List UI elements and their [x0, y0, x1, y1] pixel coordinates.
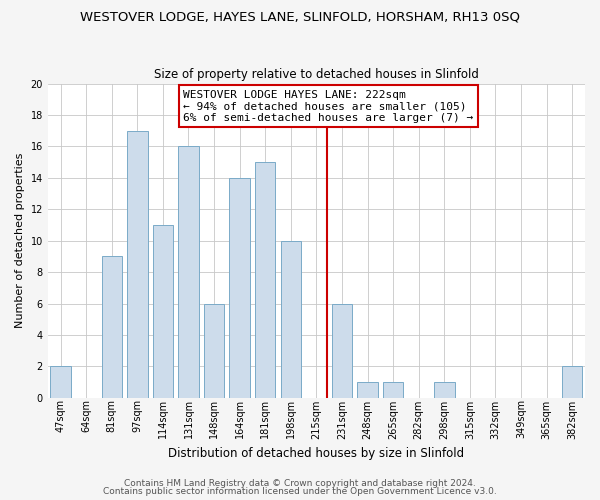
Bar: [332, 304, 352, 398]
Bar: [229, 178, 250, 398]
Bar: [562, 366, 583, 398]
Bar: [255, 162, 275, 398]
Bar: [101, 256, 122, 398]
Bar: [383, 382, 403, 398]
Bar: [358, 382, 378, 398]
Bar: [152, 225, 173, 398]
Text: WESTOVER LODGE HAYES LANE: 222sqm
← 94% of detached houses are smaller (105)
6% : WESTOVER LODGE HAYES LANE: 222sqm ← 94% …: [184, 90, 473, 123]
Bar: [178, 146, 199, 398]
Bar: [204, 304, 224, 398]
Text: Contains public sector information licensed under the Open Government Licence v3: Contains public sector information licen…: [103, 487, 497, 496]
Text: Contains HM Land Registry data © Crown copyright and database right 2024.: Contains HM Land Registry data © Crown c…: [124, 478, 476, 488]
Bar: [127, 130, 148, 398]
Bar: [434, 382, 455, 398]
Text: WESTOVER LODGE, HAYES LANE, SLINFOLD, HORSHAM, RH13 0SQ: WESTOVER LODGE, HAYES LANE, SLINFOLD, HO…: [80, 10, 520, 23]
X-axis label: Distribution of detached houses by size in Slinfold: Distribution of detached houses by size …: [169, 447, 464, 460]
Title: Size of property relative to detached houses in Slinfold: Size of property relative to detached ho…: [154, 68, 479, 81]
Y-axis label: Number of detached properties: Number of detached properties: [15, 153, 25, 328]
Bar: [281, 240, 301, 398]
Bar: [50, 366, 71, 398]
